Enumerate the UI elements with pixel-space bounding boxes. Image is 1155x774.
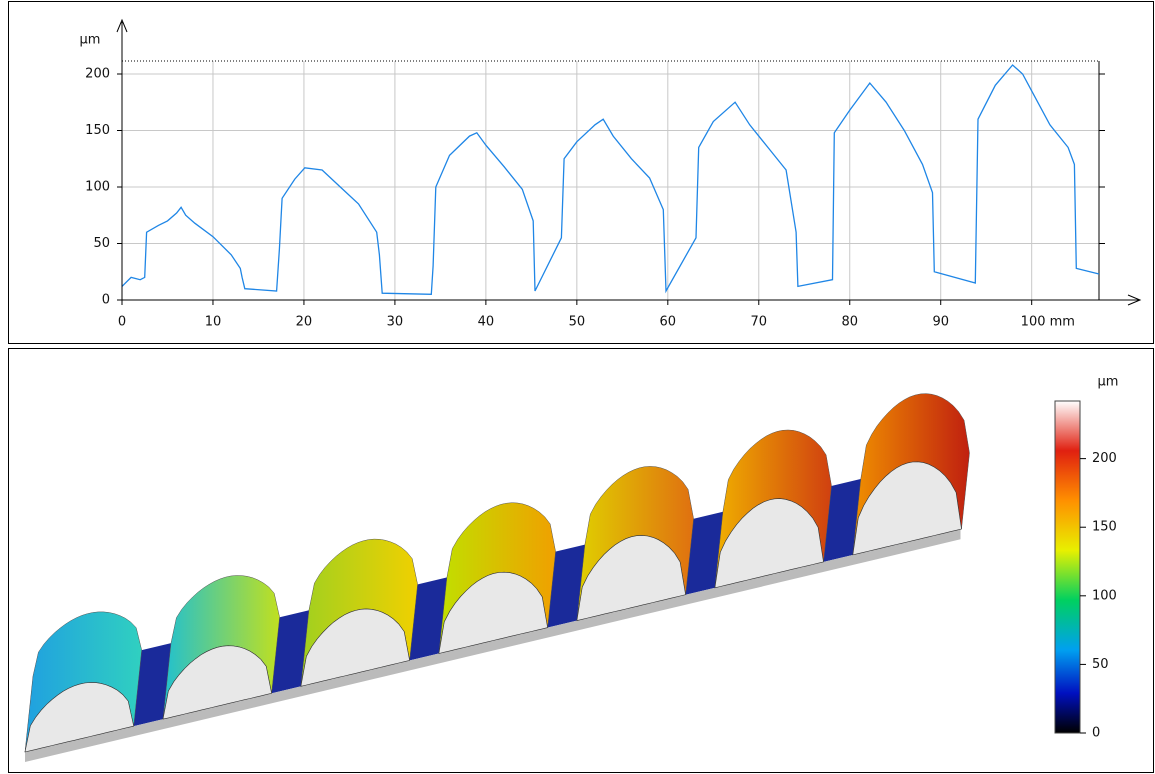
y-tick-label: 200 [85,66,110,81]
x-tick-label: 50 [569,315,586,330]
hump-face [852,461,962,556]
x-tick-label: 60 [660,315,677,330]
x-tick-label: 80 [841,315,858,330]
top-panel [8,1,1154,344]
hump-face [300,608,410,687]
x-tick-label: 70 [751,315,768,330]
bottom-panel [8,348,1154,773]
colorbar-tick-label: 100 [1092,588,1117,603]
x-tick-label: 40 [478,315,495,330]
render-3d [24,393,970,762]
y-tick-label: 100 [85,179,110,194]
hump-face [24,682,135,753]
colorbar-tick-label: 50 [1092,657,1109,672]
hump-face [714,498,824,589]
colorbar-unit: µm [1098,375,1119,390]
y-tick-label: 0 [102,293,110,308]
x-tick-label: 100 mm [1021,315,1075,330]
hump-face [438,571,548,654]
profile-chart: µm 0 50 100 150 200 0 10 20 30 40 50 60 70 80 90 100 mm [80,18,1142,330]
colorbar-tick-label: 200 [1092,451,1117,466]
hump-face [576,535,686,621]
x-tick-label: 10 [205,315,222,330]
y-tick-label: 150 [85,123,110,138]
colorbar-tick-label: 0 [1092,726,1100,741]
y-arrow [116,18,128,33]
x-tick-label: 20 [296,315,313,330]
base-edge [25,529,961,762]
x-tick-label: 30 [387,315,404,330]
x-tick-label: 0 [118,315,126,330]
x-tick-label: 90 [932,315,949,330]
profile-line [121,64,1100,295]
colorbar [1054,400,1081,734]
colorbar-tick-label: 150 [1092,520,1117,535]
hump-face [162,645,272,720]
y-unit: µm [80,33,101,48]
surface-view: µm 0 50 100 150 200 [24,375,1119,762]
x-arrow [1127,294,1142,306]
y-tick-label: 50 [93,236,110,251]
